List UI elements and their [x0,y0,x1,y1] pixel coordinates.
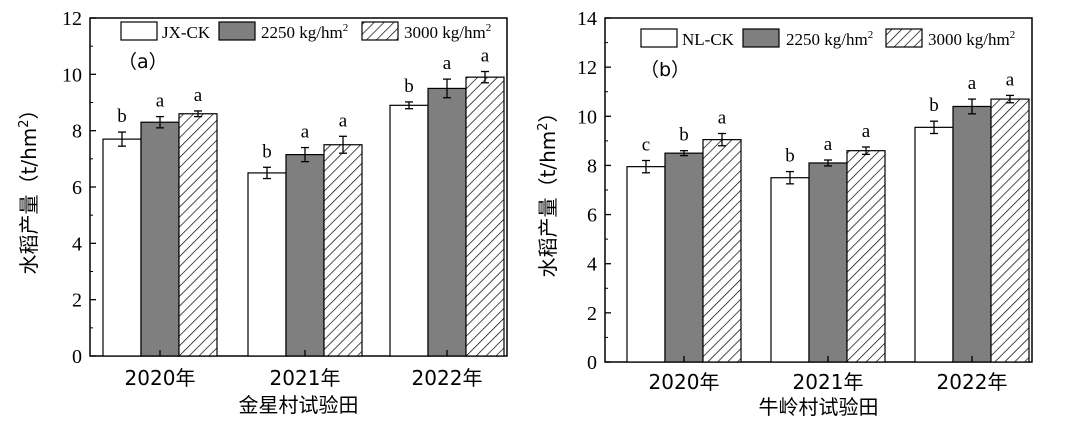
bar [914,126,954,363]
legend-label-text: JX-CK [162,23,211,42]
legend-label: 2250 kg/hm2 [261,22,348,42]
x-tick-label: 2021年 [270,366,341,390]
y-axis-title: 水稻产量（t/hm2） [536,102,560,277]
y-axis-title-main: 水稻产量（t/hm [17,128,41,275]
y-tick-label: 2 [587,303,597,325]
chart-panel-b: 0 2 4 6 8 10 12 14 c b a 2020年 b a a 2021年 b a a 2022年牛岭村试验… [536,8,1033,419]
x-tick-label: 2020年 [125,366,196,390]
bar [285,154,325,357]
x-tick-label: 2021年 [793,370,864,394]
y-tick-label: 2 [72,290,82,312]
y-tick-label: 4 [72,233,82,255]
y-tick-label: 12 [62,8,82,30]
significance-letter: b [262,141,272,162]
bar [323,144,363,357]
legend-label: 3000 kg/hm2 [404,22,491,42]
y-tick-label: 0 [587,352,597,374]
y-axis-title-end: ） [17,99,41,119]
significance-letter: b [117,106,127,127]
legend-label-text: NL-CK [682,30,735,49]
y-axis-title-sup: 2 [17,119,32,127]
y-axis-title-sup: 2 [536,122,551,130]
bar [178,113,218,357]
significance-letter: a [1006,69,1015,90]
legend-swatch [120,21,158,41]
y-tick-label: 14 [577,8,597,30]
bar [990,98,1030,363]
legend-label-text: 2250 kg/hm [261,23,343,42]
legend-label-sup: 2 [868,29,874,41]
significance-letter: a [156,91,165,112]
x-tick-label: 2022年 [937,370,1008,394]
legend-swatch [640,28,678,48]
legend-label-text: 3000 kg/hm [404,23,486,42]
legend-label-text: 2250 kg/hm [786,30,868,49]
y-tick-label: 8 [587,155,597,177]
x-tick-label: 2020年 [649,370,720,394]
bar [427,87,467,357]
legend-swatch [885,28,923,48]
significance-letter: b [929,95,939,116]
x-tick-label: 2022年 [412,366,483,390]
x-axis-title: 牛岭村试验田 [759,395,879,419]
significance-letter: a [968,73,977,94]
legend-label-sup: 2 [486,22,492,34]
legend-swatch [218,21,256,41]
y-tick-label: 4 [587,254,597,276]
significance-letter: a [194,85,203,106]
bar [702,139,742,363]
panel-label: （a） [118,51,168,73]
significance-letter: c [642,135,650,156]
bar [952,105,992,363]
bar [247,172,287,357]
legend-swatch [742,28,780,48]
bar [808,162,848,363]
y-tick-label: 12 [577,57,597,79]
significance-letter: b [679,125,689,146]
legend-label: NL-CK [682,30,735,49]
y-axis-title-end: ） [536,102,560,122]
significance-letter: a [718,107,727,128]
bar [846,150,886,363]
y-tick-label: 6 [587,205,597,227]
bar [102,138,142,357]
legend-label: 3000 kg/hm2 [928,29,1015,49]
y-axis-title: 水稻产量（t/hm2） [17,99,41,274]
bar [389,104,429,357]
legend-label: 2250 kg/hm2 [786,29,873,49]
y-tick-label: 8 [72,121,82,143]
panel-label: （b） [640,59,690,81]
x-axis-title: 金星村试验田 [239,393,359,417]
y-tick-label: 10 [62,64,82,86]
bar [770,177,810,363]
y-tick-label: 6 [72,177,82,199]
significance-letter: a [301,122,310,143]
bar [664,152,704,363]
significance-letter: b [785,146,795,167]
significance-letter: a [339,110,348,131]
legend-label-sup: 2 [1010,29,1016,41]
bar [626,166,666,363]
bar [140,121,180,357]
significance-letter: b [404,76,414,97]
legend-label-sup: 2 [343,22,349,34]
y-tick-label: 0 [72,346,82,368]
legend-swatch [361,21,399,41]
y-tick-label: 10 [577,106,597,128]
significance-letter: a [481,46,490,67]
significance-letter: a [443,53,452,74]
significance-letter: a [824,134,833,155]
bar [465,76,505,357]
legend-label: JX-CK [162,23,211,42]
significance-letter: a [862,121,871,142]
y-axis-title-main: 水稻产量（t/hm [536,131,560,278]
legend-label-text: 3000 kg/hm [928,30,1010,49]
